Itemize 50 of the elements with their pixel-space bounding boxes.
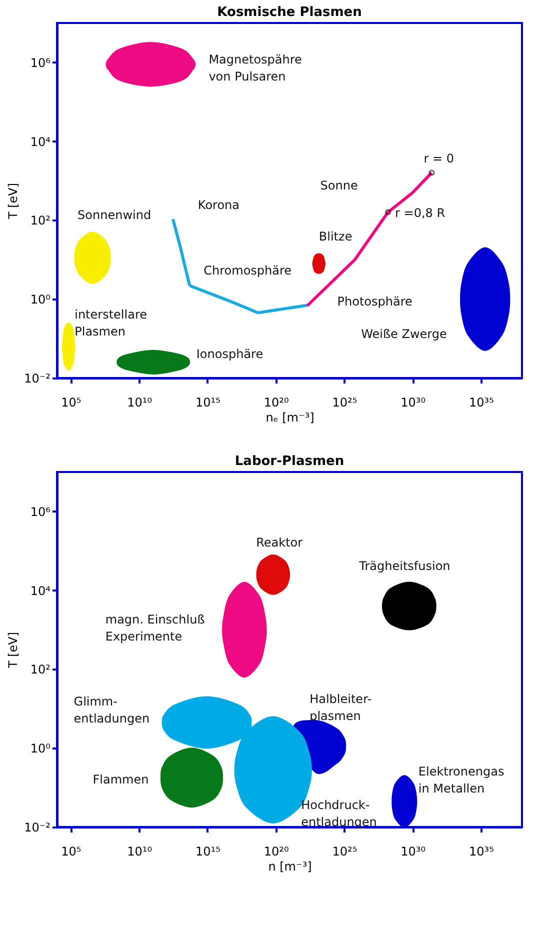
x-tick-label: 10¹⁰ <box>127 396 152 410</box>
x-tick-label: 10¹⁵ <box>195 844 221 858</box>
x-tick-label: 10¹⁰ <box>127 844 152 858</box>
x-tick-label: 10²⁰ <box>264 844 289 858</box>
series-label: Magnetospähre von Pulsaren <box>208 52 302 84</box>
x-tick-label: 10⁵ <box>61 844 82 858</box>
series-label: Halbleiter- plasmen <box>310 692 372 723</box>
y-tick-label: 10⁻² <box>24 372 51 386</box>
annotation: Photosphäre <box>337 294 412 309</box>
series-label: Reaktor <box>256 536 303 550</box>
y-tick-label: 10⁶ <box>30 56 51 70</box>
y-tick-label: 10⁰ <box>30 742 51 756</box>
x-axis-title: n [m⁻³] <box>268 860 312 874</box>
x-tick-label: 10³⁵ <box>469 396 494 410</box>
x-tick-label: 10³⁰ <box>400 396 426 410</box>
series-label: Trägheitsfusion <box>358 559 450 574</box>
x-tick-label: 10²⁰ <box>264 396 289 410</box>
x-tick-label: 10²⁵ <box>332 844 358 858</box>
text: Korona <box>198 198 240 212</box>
series-label: Blitze <box>318 230 352 244</box>
x-tick-label: 10²⁵ <box>332 396 358 410</box>
y-axis-title: T [eV] <box>6 632 20 670</box>
x-tick-label: 10³⁰ <box>400 844 426 858</box>
x-tick-label: 10³⁵ <box>469 844 494 858</box>
x-tick-label: 10¹⁵ <box>195 396 221 410</box>
chart-title: Labor-Plasmen <box>234 454 344 469</box>
y-tick-label: 10⁴ <box>30 584 51 598</box>
series-label: magn. Einschluß Experimente <box>105 612 206 644</box>
y-tick-label: 10⁶ <box>30 504 51 519</box>
y-tick-label: 10⁴ <box>30 134 51 149</box>
series-label: Elektronengas in Metallen <box>418 764 504 796</box>
series-label: Flammen <box>92 772 149 787</box>
annotation: r =0,8 R <box>395 206 446 220</box>
y-tick-label: 10⁻² <box>24 820 51 834</box>
series-label: interstellare Plasmen <box>74 307 147 338</box>
series-label: Hochdruck- entladungen <box>301 798 377 829</box>
y-tick-label: 10² <box>30 214 51 228</box>
y-tick-label: 10⁰ <box>30 292 51 307</box>
x-tick-label: 10⁵ <box>61 396 82 410</box>
series-label: Sonnenwind <box>78 208 152 222</box>
text: Sonne <box>320 178 358 193</box>
x-axis-title: nₑ [m⁻³] <box>266 410 314 424</box>
series-label: Weiße Zwerge <box>361 327 447 342</box>
series-label: Ionosphäre <box>196 347 264 362</box>
chart-title: Kosmische Plasmen <box>217 5 362 20</box>
annotation: r = 0 <box>424 152 454 166</box>
y-tick-label: 10² <box>30 662 51 677</box>
y-axis-title: T [eV] <box>6 182 20 220</box>
series-label: Glimm- entladungen <box>74 694 150 726</box>
series-label: Chromosphäre <box>204 264 292 278</box>
